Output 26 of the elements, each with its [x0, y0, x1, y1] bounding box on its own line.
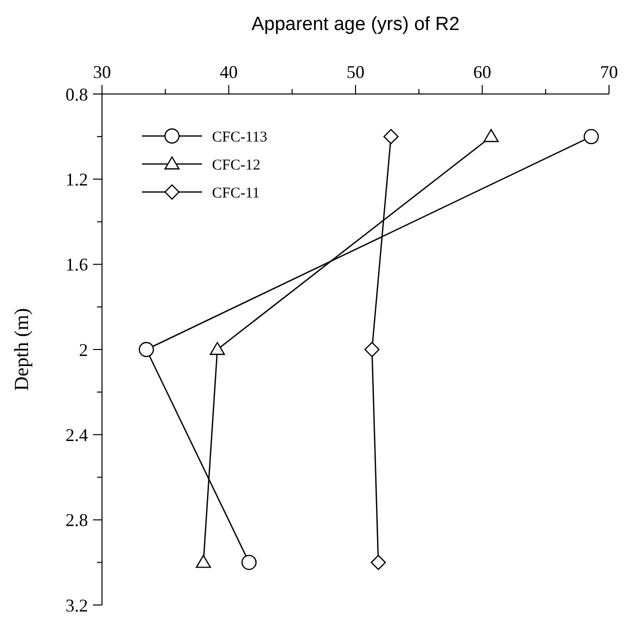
legend-label: CFC-113 [212, 129, 268, 146]
y-axis-title: Depth (m) [11, 308, 33, 391]
x-tick-label: 70 [600, 62, 618, 82]
x-tick-label: 60 [473, 62, 492, 82]
x-tick-label: 30 [93, 62, 111, 82]
y-tick-label: 1.2 [66, 169, 88, 190]
point [210, 342, 225, 355]
legend-label: CFC-12 [212, 157, 260, 174]
y-tick-label: 3.2 [66, 595, 88, 616]
y-tick-label: 2.4 [66, 424, 88, 445]
y-tick-label: 0.8 [66, 84, 88, 104]
y-tick-label: 1.6 [66, 254, 88, 275]
y-tick-label: 2 [79, 340, 88, 360]
point [584, 128, 599, 144]
y-tick-label: 2.8 [66, 510, 88, 530]
point [484, 128, 499, 142]
x-axis-title: Apparent age (yrs) of R2 [251, 14, 460, 35]
point [138, 342, 154, 358]
x-tick-label: 40 [220, 62, 238, 82]
point [364, 342, 380, 358]
point [383, 128, 399, 144]
x-tick-label: 50 [346, 62, 364, 82]
legend-label: CFC-11 [212, 185, 260, 202]
point [196, 554, 211, 568]
point [241, 554, 257, 570]
point [370, 554, 386, 570]
